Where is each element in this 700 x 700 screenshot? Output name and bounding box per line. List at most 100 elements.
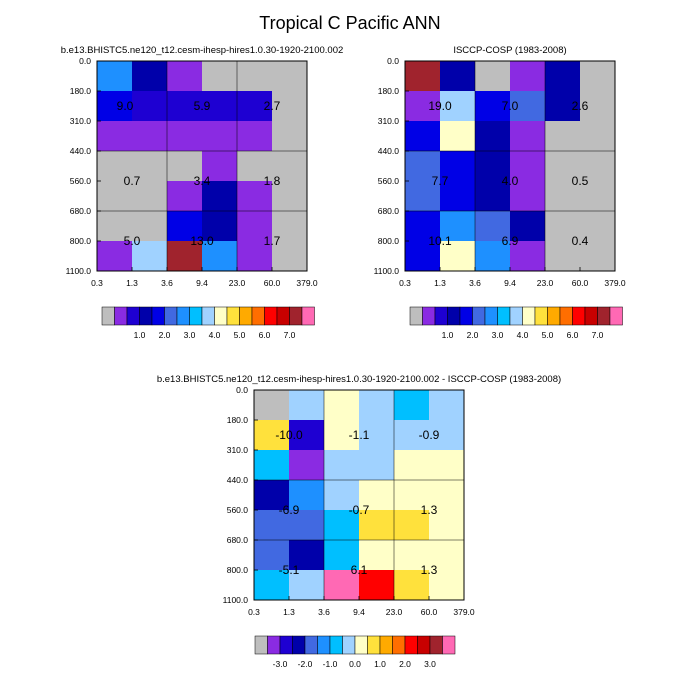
colorbar-label: 2.0 [159,330,171,340]
heatmap-cell [580,61,616,92]
y-tick-label: 1100.0 [66,266,92,276]
x-tick-label: 0.3 [399,278,411,288]
colorbar-swatch [409,306,423,326]
x-tick-label: 60.0 [421,607,438,617]
colorbar-swatch [522,306,536,326]
heatmap-cell [440,91,476,122]
heatmap-cell [97,241,133,272]
y-tick-label: 1100.0 [374,266,400,276]
heatmap-cell [167,91,203,122]
heatmap-cell [97,181,133,212]
y-tick-label: 680.0 [227,535,249,545]
x-tick-label: 379.0 [296,278,318,288]
colorbar-swatch [509,306,523,326]
heatmap-cell [132,91,168,122]
colorbar-swatch [547,306,561,326]
heatmap-cell [429,510,465,541]
heatmap-cell [272,121,308,152]
colorbar-swatch [429,635,443,655]
colorbar-swatch [264,306,278,326]
heatmap-cell [97,211,133,242]
heatmap-cell [429,570,465,601]
heatmap-cell [324,540,360,571]
panel-title: b.e13.BHISTC5.ne120_t12.cesm-ihesp-hires… [157,374,561,385]
heatmap-cell [324,570,360,601]
colorbar-swatch [279,635,293,655]
colorbar-swatch [442,635,456,655]
heatmap-cell [167,61,203,92]
y-tick-label: 680.0 [70,206,92,216]
colorbar-label: 0.0 [349,659,361,669]
x-tick-label: 0.3 [248,607,260,617]
heatmap-cell [510,211,546,242]
heatmap-cell [580,241,616,272]
heatmap-cell [324,390,360,421]
colorbar-swatch [422,306,436,326]
cell-value-label: 2.6 [572,99,589,113]
heatmap-cell [510,91,546,122]
y-tick-label: 800.0 [378,236,400,246]
x-tick-label: 9.4 [196,278,208,288]
heatmap-cell [394,480,430,511]
colorbar-swatch [189,306,203,326]
colorbar-swatch [609,306,623,326]
heatmap-cell [475,61,511,92]
heatmap-cell [580,91,616,122]
colorbar-swatch [164,306,178,326]
colorbar-label: 5.0 [542,330,554,340]
heatmap-cell [254,420,290,451]
heatmap-cell [237,91,273,122]
x-tick-label: 379.0 [453,607,475,617]
x-tick-label: 9.4 [504,278,516,288]
colorbar-swatch [201,306,215,326]
colorbar-label: 4.0 [517,330,529,340]
cell-value-label: 9.0 [117,99,134,113]
y-tick-label: 800.0 [70,236,92,246]
colorbar-label: 3.0 [424,659,436,669]
heatmap-cell [289,420,325,451]
heatmap-cell [254,570,290,601]
heatmap-cell [97,61,133,92]
heatmap-cell [289,540,325,571]
heatmap-cell [202,61,238,92]
cell-value-label: 1.3 [421,563,438,577]
heatmap-cell [475,91,511,122]
panel-2: ISCCP-COSP (1983-2008) 0.3 1.3 3.6 9.4 23.0 60… [374,45,626,340]
colorbar-swatch [404,635,418,655]
colorbar-label: 6.0 [567,330,579,340]
heatmap-cell [405,91,441,122]
cell-value-label: 10.1 [428,234,452,248]
heatmap-cell [167,211,203,242]
heatmap-cell [237,61,273,92]
heatmap-cell [440,121,476,152]
heatmap-cell [254,480,290,511]
heatmap-cell [440,241,476,272]
colorbar-swatch [176,306,190,326]
x-tick-label: 1.3 [283,607,295,617]
heatmap-cell [545,121,581,152]
colorbar-swatch [254,635,268,655]
cell-value-label: 7.0 [502,99,519,113]
x-tick-label: 3.6 [161,278,173,288]
heatmap-cell [202,211,238,242]
heatmap-cell [405,181,441,212]
cell-value-label: -1.1 [349,428,370,442]
colorbar-label: 1.0 [134,330,146,340]
heatmap-cell [237,181,273,212]
heatmap-cell [545,151,581,182]
heatmap-cell [429,540,465,571]
heatmap-cell [405,121,441,152]
heatmap-cell [97,151,133,182]
colorbar-label: 7.0 [592,330,604,340]
y-tick-label: 1100.0 [223,595,249,605]
heatmap-cell [440,151,476,182]
colorbar-label: 5.0 [234,330,246,340]
colorbar-label: 7.0 [284,330,296,340]
heatmap-cell [429,450,465,481]
cell-value-label: 19.0 [428,99,452,113]
colorbar-swatch [584,306,598,326]
heatmap-cell [324,510,360,541]
heatmap-cell [429,390,465,421]
heatmap-cell [359,510,395,541]
y-tick-label: 560.0 [70,176,92,186]
